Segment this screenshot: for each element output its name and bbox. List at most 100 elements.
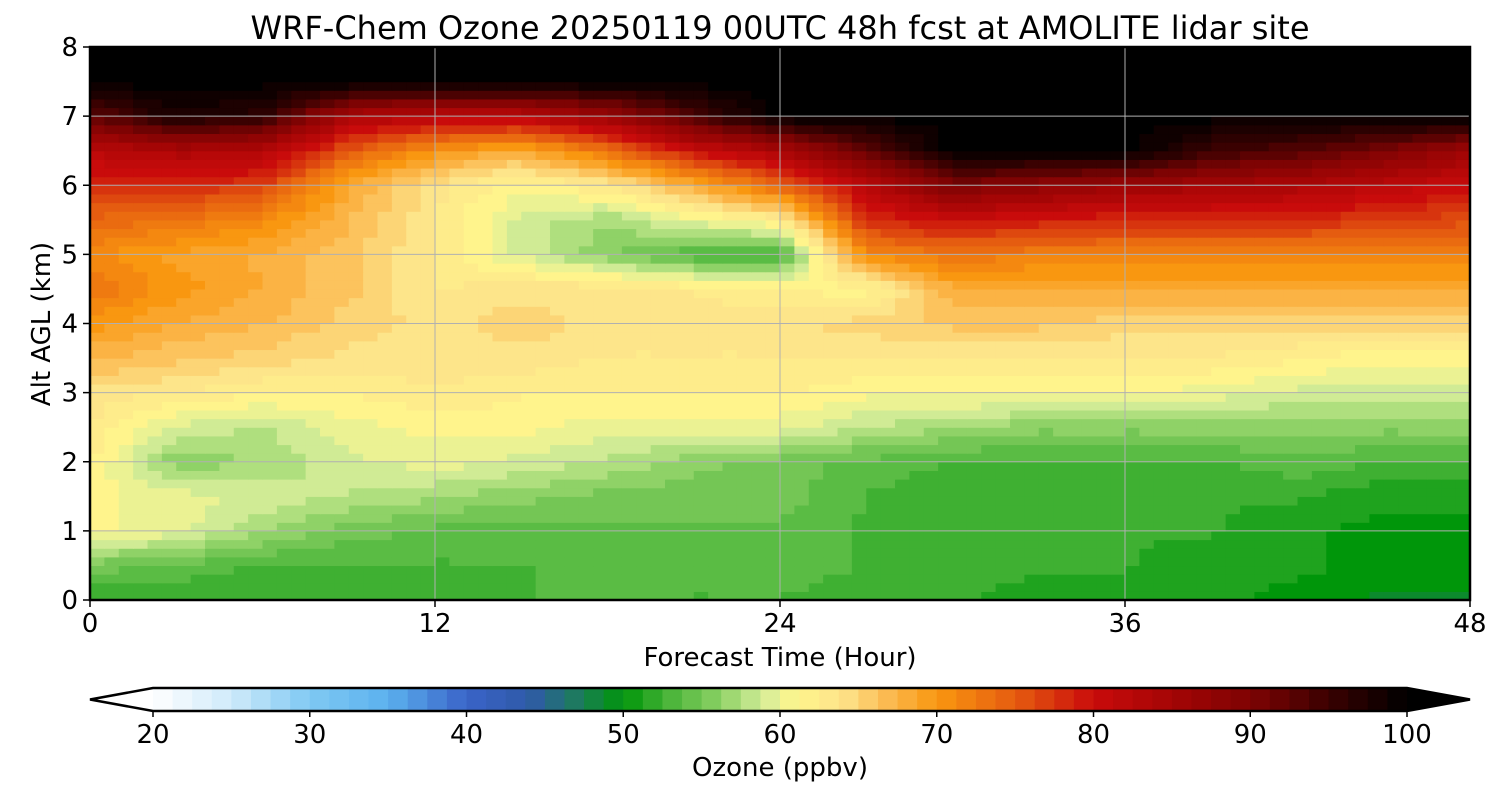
contour-cell xyxy=(679,418,695,428)
contour-cell xyxy=(578,349,594,359)
contour-cell xyxy=(1297,323,1313,333)
contour-cell xyxy=(636,306,652,316)
contour-cell xyxy=(1125,392,1140,402)
contour-cell xyxy=(1153,427,1169,437)
contour-cell xyxy=(966,358,982,368)
contour-cell xyxy=(104,340,120,351)
contour-cell xyxy=(1355,496,1370,506)
contour-cell xyxy=(90,539,105,549)
contour-cell xyxy=(1010,591,1025,601)
contour-cell xyxy=(377,513,393,523)
contour-cell xyxy=(1412,271,1428,281)
contour-cell xyxy=(1125,496,1140,506)
contour-cell xyxy=(1240,297,1255,307)
contour-cell xyxy=(550,340,565,351)
contour-cell xyxy=(981,496,997,506)
contour-cell xyxy=(1412,435,1428,446)
contour-cell xyxy=(564,237,580,247)
contour-cell xyxy=(808,487,824,497)
contour-cell xyxy=(1297,167,1313,178)
contour-cell xyxy=(435,427,450,437)
contour-cell xyxy=(966,219,982,230)
contour-cell xyxy=(435,323,450,333)
contour-cell xyxy=(161,479,177,489)
contour-cell xyxy=(90,280,105,290)
contour-cell xyxy=(305,392,321,402)
contour-cell xyxy=(1182,211,1198,221)
contour-cell xyxy=(276,340,292,351)
contour-cell xyxy=(650,332,666,342)
contour-cell xyxy=(1139,271,1155,281)
contour-cell xyxy=(1297,219,1313,230)
contour-cell xyxy=(1010,349,1025,359)
contour-cell xyxy=(1369,159,1385,169)
contour-cell xyxy=(952,254,968,264)
contour-cell xyxy=(1010,453,1025,463)
contour-cell xyxy=(1441,314,1457,325)
contour-cell xyxy=(1110,314,1126,325)
contour-cell xyxy=(1426,479,1442,489)
contour-cell xyxy=(463,288,479,299)
contour-cell xyxy=(1153,496,1169,506)
contour-cell xyxy=(1426,176,1442,186)
contour-cell xyxy=(1441,487,1457,497)
contour-cell xyxy=(966,288,982,299)
contour-cell xyxy=(506,297,522,307)
contour-cell xyxy=(650,565,666,575)
contour-cell xyxy=(1240,461,1255,471)
contour-cell xyxy=(621,271,637,281)
contour-cell xyxy=(1211,427,1227,437)
contour-cell xyxy=(650,392,666,402)
contour-cell xyxy=(981,219,997,230)
contour-cell xyxy=(1398,504,1414,515)
contour-cell xyxy=(233,245,249,255)
contour-cell xyxy=(722,418,738,428)
contour-cell xyxy=(535,306,551,316)
contour-cell xyxy=(679,202,695,212)
contour-cell xyxy=(118,263,134,273)
contour-cell xyxy=(564,522,580,532)
contour-cell xyxy=(1139,548,1155,558)
contour-cell xyxy=(851,504,867,515)
contour-cell xyxy=(938,314,954,325)
contour-cell xyxy=(248,358,264,368)
contour-cell xyxy=(420,159,436,169)
contour-cell xyxy=(363,504,379,515)
contour-cell xyxy=(291,427,307,437)
contour-cell xyxy=(722,375,738,385)
contour-cell xyxy=(866,496,882,506)
contour-cell xyxy=(1096,159,1112,169)
contour-cell xyxy=(966,340,982,351)
contour-cell xyxy=(808,548,824,558)
contour-cell xyxy=(506,461,522,471)
contour-cell xyxy=(1297,263,1313,273)
contour-cell xyxy=(607,366,623,376)
contour-cell xyxy=(1211,453,1227,463)
contour-cell xyxy=(190,548,206,558)
contour-cell xyxy=(1096,418,1112,428)
contour-cell xyxy=(880,435,896,446)
contour-cell xyxy=(291,211,307,221)
contour-cell xyxy=(1153,487,1169,497)
contour-cell xyxy=(161,219,177,230)
contour-cell xyxy=(1110,565,1126,575)
contour-cell xyxy=(104,366,120,376)
contour-cell xyxy=(1383,470,1399,480)
contour-cell xyxy=(1455,461,1471,471)
contour-cell xyxy=(794,263,810,273)
contour-cell xyxy=(1311,470,1327,480)
contour-cell xyxy=(636,263,652,273)
contour-cell xyxy=(1441,211,1457,221)
contour-cell xyxy=(1053,470,1069,480)
contour-cell xyxy=(708,185,724,195)
contour-cell xyxy=(133,245,149,255)
contour-cell xyxy=(1038,539,1054,549)
contour-cell xyxy=(334,427,350,437)
contour-cell xyxy=(1311,245,1327,255)
contour-cell xyxy=(492,193,508,204)
contour-cell xyxy=(190,504,206,515)
contour-cell xyxy=(621,539,637,549)
contour-cell xyxy=(305,504,321,515)
contour-cell xyxy=(1081,418,1097,428)
contour-cell xyxy=(923,193,939,204)
